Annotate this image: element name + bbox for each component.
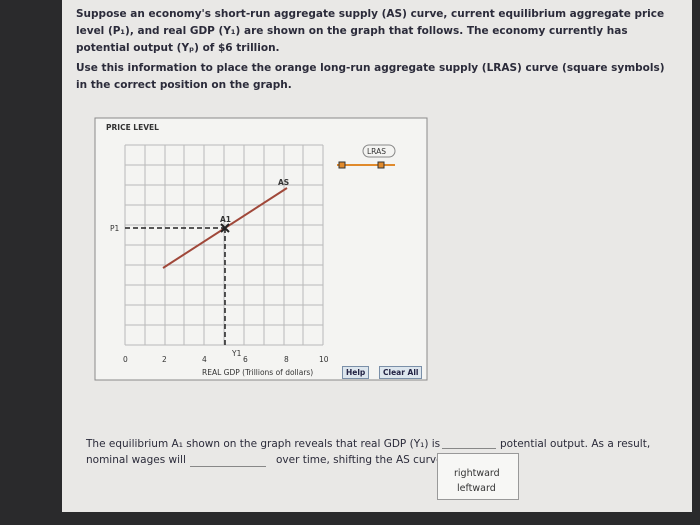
dropdown-option[interactable]: leftward	[457, 483, 496, 494]
graph-panel	[94, 117, 428, 381]
grid	[124, 144, 324, 346]
answer-text-4: over time, shifting the AS curve	[276, 454, 443, 466]
help-button[interactable]: Help	[342, 366, 370, 379]
as-label: AS	[278, 178, 289, 187]
x-tick-label: 0	[123, 355, 128, 364]
x-tick-label: 6	[243, 355, 248, 364]
intro-text: Suppose an economy's short-run aggregate…	[76, 8, 665, 54]
x-tick-label: 8	[284, 355, 289, 364]
p1-label: P1	[110, 224, 120, 233]
dropdown: rightward leftward	[437, 453, 519, 500]
y-axis-title: PRICE LEVEL	[106, 123, 159, 132]
x-tick-label: 10	[319, 355, 329, 364]
blank-1[interactable]	[442, 448, 496, 449]
x-tick-label: 4	[202, 355, 207, 364]
blank-2[interactable]	[190, 466, 266, 467]
answer-text-2: potential output. As a result,	[500, 438, 651, 450]
question-page: Suppose an economy's short-run aggregate…	[62, 0, 692, 512]
lras-tool[interactable]: LRAS	[337, 144, 396, 169]
x-tick-label: 2	[162, 355, 167, 364]
graph: PRICE LEVEL AS A1 P1 Y1 0 2 4 6 8 10 REA…	[94, 117, 428, 381]
instruction-text: Use this information to place the orange…	[76, 62, 665, 91]
x-axis-title: REAL GDP (Trillions of dollars)	[202, 368, 313, 377]
answer-text-3: nominal wages will	[86, 454, 186, 466]
a1-point	[220, 223, 230, 233]
clear-all-button[interactable]: Clear All	[379, 366, 423, 379]
y1-label: Y1	[231, 349, 242, 358]
dropdown-option[interactable]: rightward	[454, 468, 500, 479]
lras-label: LRAS	[367, 147, 386, 156]
answer-text-1: The equilibrium A₁ shown on the graph re…	[86, 438, 441, 450]
a1-label: A1	[220, 215, 231, 224]
